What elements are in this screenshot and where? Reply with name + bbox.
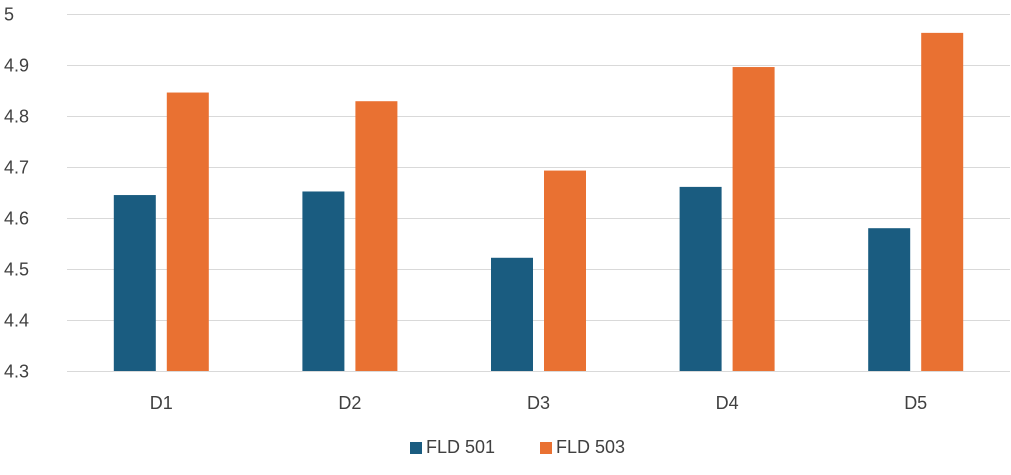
y-tick-label: 4.3: [4, 362, 29, 382]
legend: FLD 501 FLD 503: [410, 437, 625, 457]
x-tick-label: D3: [527, 393, 550, 413]
y-axis-ticks: 4.3 4.4 4.5 4.6 4.7 4.8 4.9 5: [4, 5, 29, 382]
y-tick-label: 4.7: [4, 158, 29, 178]
x-tick-label: D1: [150, 393, 173, 413]
bar-fld-501-d1: [113, 195, 156, 371]
gridlines: [67, 14, 1010, 321]
x-tick-label: D2: [338, 393, 361, 413]
legend-swatch: [540, 442, 552, 454]
legend-swatch: [410, 442, 422, 454]
y-tick-label: 4.8: [4, 107, 29, 127]
x-tick-label: D5: [904, 393, 927, 413]
bar-fld-503-d3: [544, 170, 586, 371]
bar-fld-503-d5: [921, 32, 964, 372]
bar-fld-501-d5: [868, 228, 911, 371]
legend-label: FLD 501: [426, 437, 495, 457]
y-tick-label: 5: [4, 5, 14, 25]
y-tick-label: 4.6: [4, 209, 29, 229]
bars: [113, 32, 964, 372]
x-axis-labels: D1 D2 D3 D4 D5: [150, 393, 927, 413]
bar-fld-501-d3: [491, 257, 533, 371]
y-tick-label: 4.5: [4, 260, 29, 280]
y-tick-label: 4.4: [4, 311, 29, 331]
bar-fld-501-d4: [679, 186, 722, 371]
bar-fld-503-d2: [355, 101, 398, 372]
bar-fld-503-d1: [166, 92, 209, 371]
bar-fld-501-d2: [302, 191, 345, 371]
x-tick-label: D4: [716, 393, 739, 413]
y-tick-label: 4.9: [4, 56, 29, 76]
bar-fld-503-d4: [732, 67, 775, 371]
legend-label: FLD 503: [556, 437, 625, 457]
